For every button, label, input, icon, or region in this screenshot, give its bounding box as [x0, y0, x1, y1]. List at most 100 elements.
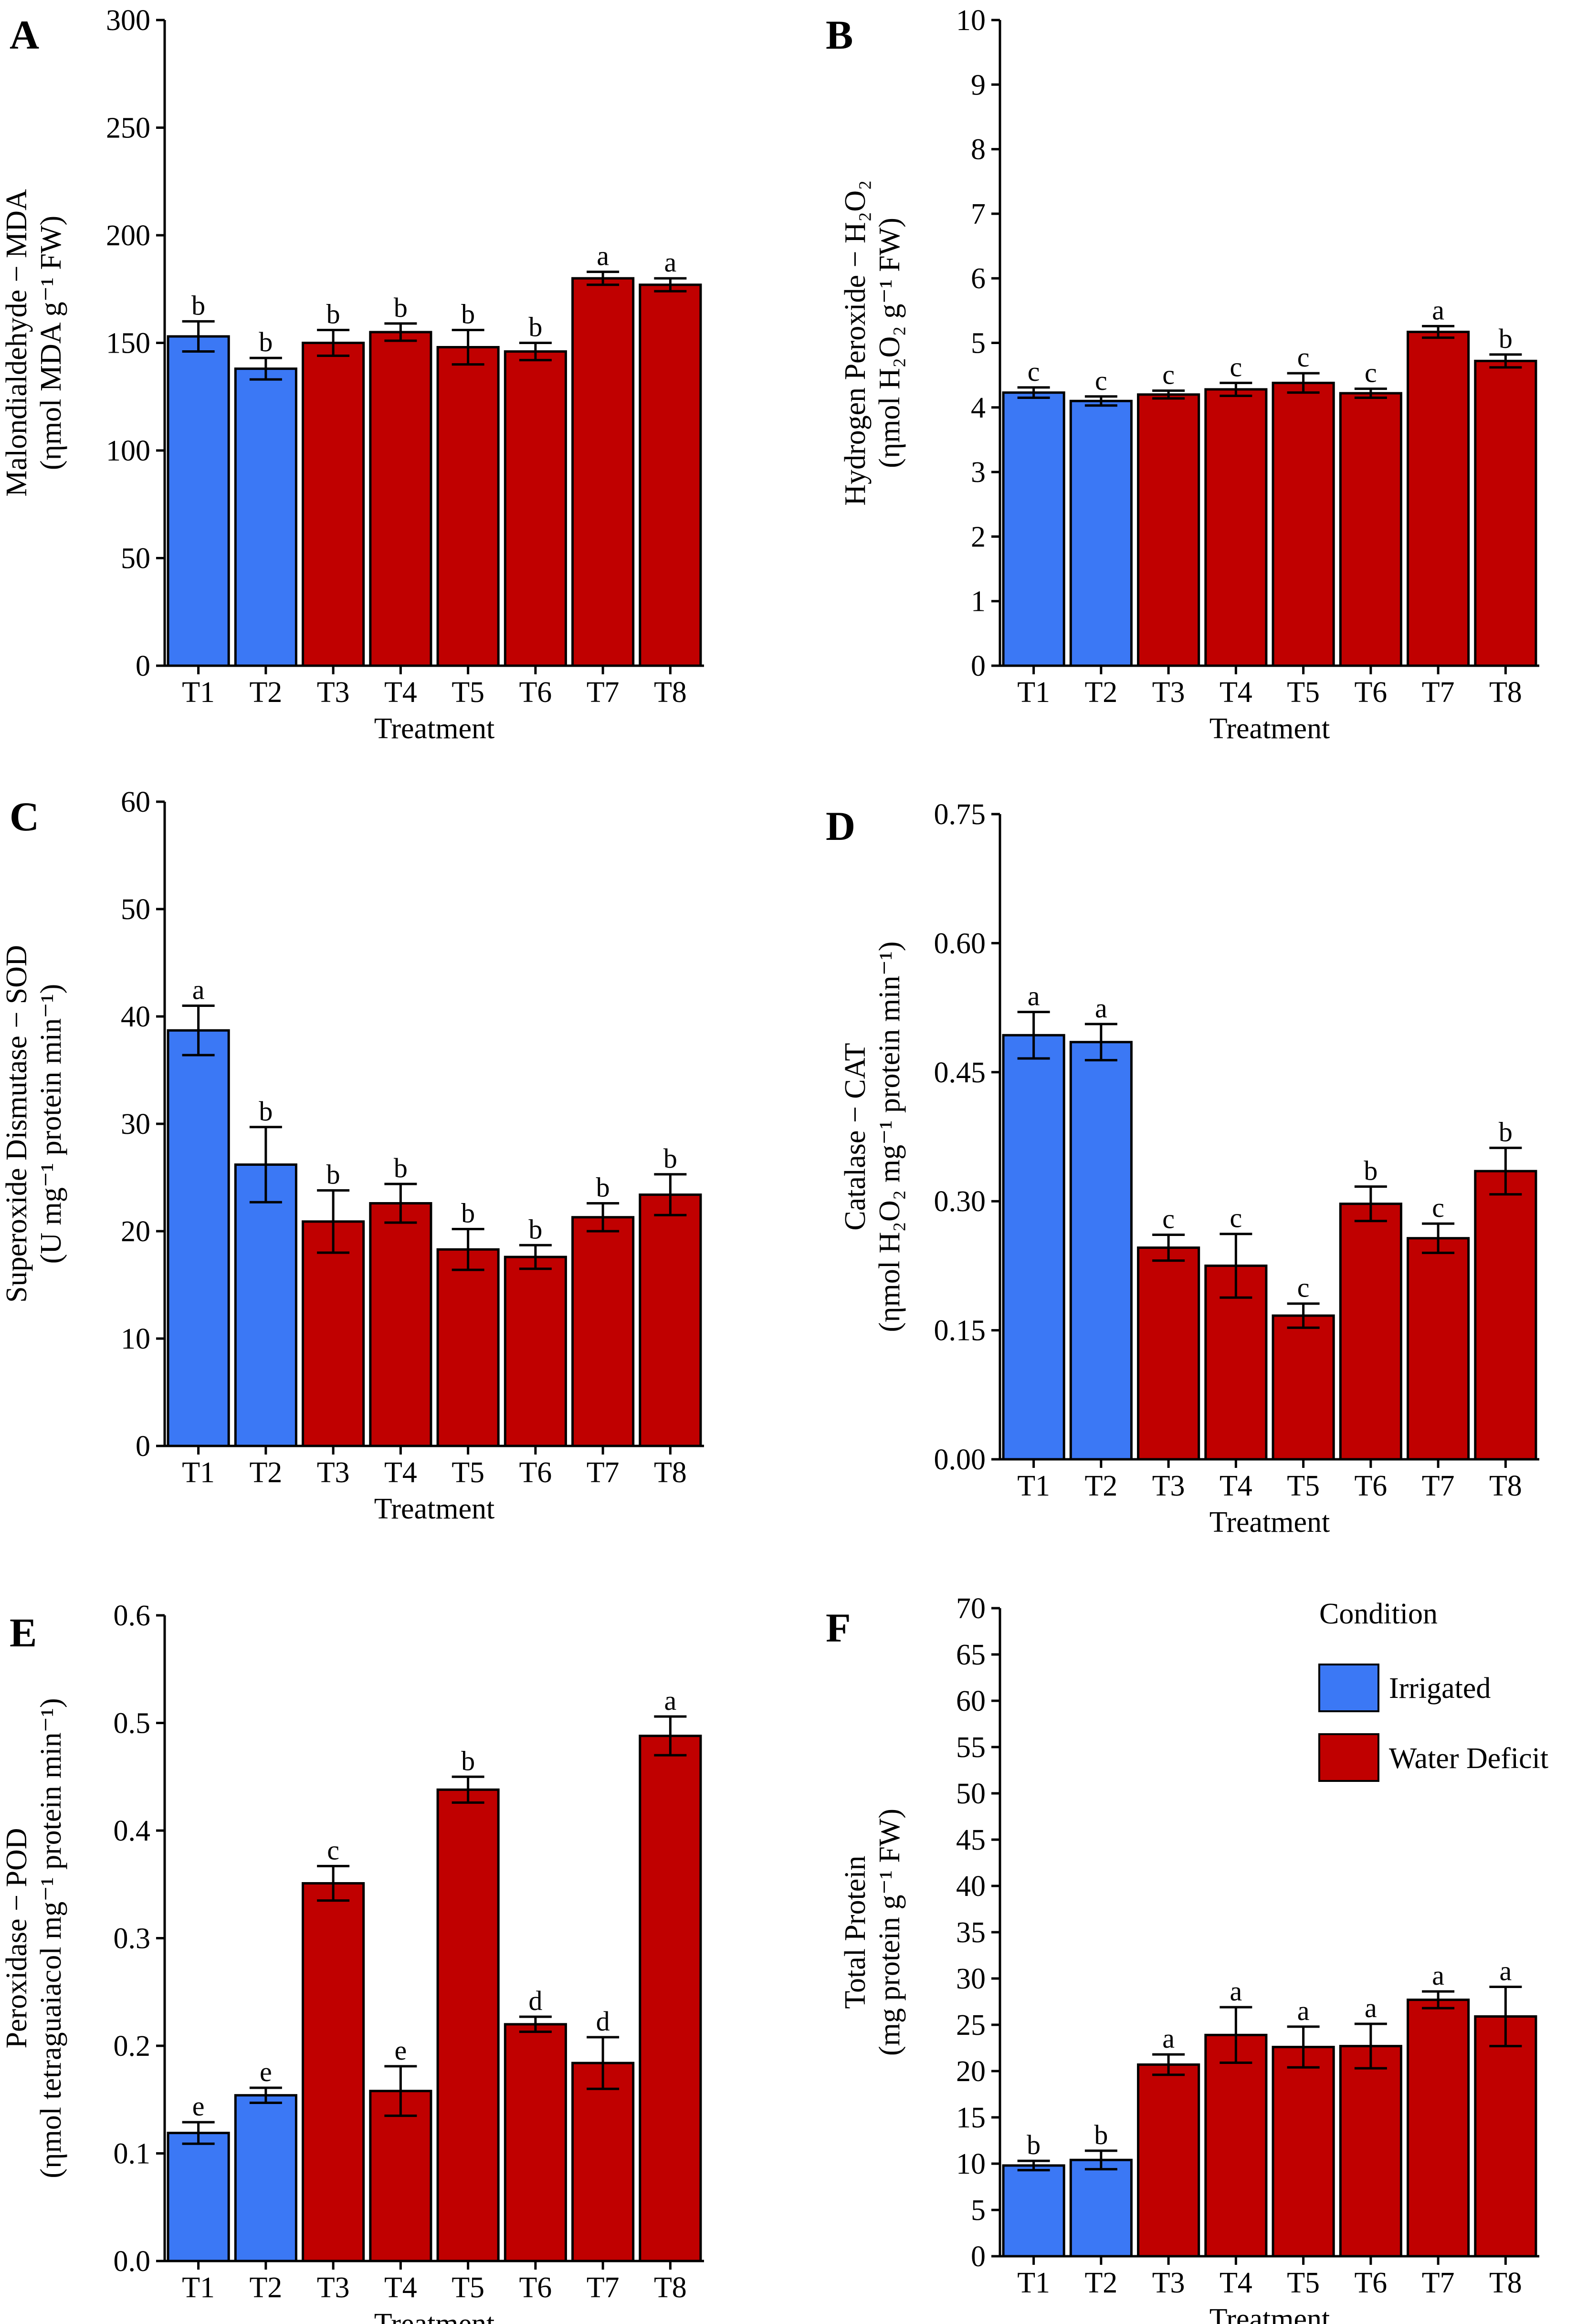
significance-letter: b: [394, 292, 408, 323]
bar-t5: [1272, 1314, 1335, 1461]
x-tick-label: T1: [1017, 1470, 1050, 1502]
x-tick-label: T2: [1084, 676, 1117, 709]
y-tick-label: 0.4: [114, 1815, 151, 1847]
x-tick-label: T5: [452, 1456, 484, 1489]
x-tick-label: T1: [182, 676, 215, 709]
bar-t4: [1204, 2033, 1268, 2258]
x-tick-label: T5: [1287, 1470, 1320, 1502]
y-tick-label: 30: [121, 1108, 150, 1141]
significance-letter: a: [192, 974, 205, 1005]
y-tick-label: 0.1: [114, 2138, 151, 2170]
y-tick-label: 40: [121, 1001, 150, 1033]
y-tick-label: 0.45: [934, 1057, 986, 1089]
significance-letter: d: [528, 1985, 542, 2016]
panel-d: Da T1 a T2 c T3 c T4 c T5 b T6 c T7 b T8 0.00 0.15 0.30 0.4…: [826, 798, 1539, 1539]
significance-letter: e: [260, 2056, 272, 2087]
x-tick-label: T3: [317, 1456, 350, 1489]
x-tick-label: T7: [1422, 676, 1455, 709]
x-tick-label: T5: [452, 2272, 484, 2304]
y-tick-label: 0.75: [934, 798, 986, 831]
bar-t8: [1474, 2015, 1537, 2258]
bar-t2: [234, 1163, 297, 1447]
x-tick-label: T6: [519, 676, 552, 709]
x-tick-label: T1: [1017, 676, 1050, 709]
bar-t6: [504, 350, 567, 667]
y-tick-label: 300: [106, 4, 150, 37]
y-axis-title: Total Protein: [839, 1855, 872, 2009]
significance-letter: e: [192, 2091, 205, 2122]
bar-t6: [1339, 392, 1402, 667]
x-tick-label: T7: [587, 1456, 620, 1489]
y-tick-label: 10: [956, 4, 986, 37]
bar-t1: [167, 2132, 230, 2262]
y-tick-label: 70: [956, 1592, 986, 1625]
y-axis-title: (ηmol MDA g⁻¹ FW): [35, 216, 67, 470]
legend-label-water-deficit: Water Deficit: [1389, 1742, 1548, 1775]
bar-t5: [436, 1248, 500, 1447]
y-tick-label: 60: [121, 786, 150, 818]
significance-letter: a: [597, 241, 609, 272]
x-axis-title: Treatment: [1209, 712, 1330, 745]
bar-t4: [369, 331, 432, 667]
bar-t2: [234, 2094, 297, 2262]
x-axis-title: Treatment: [1209, 2303, 1330, 2324]
y-tick-label: 15: [956, 2102, 986, 2134]
significance-letter: b: [596, 1172, 610, 1203]
significance-letter: a: [1230, 1976, 1242, 2007]
x-tick-label: T4: [1220, 2267, 1252, 2299]
bar-t1: [1002, 1034, 1065, 1461]
bar-t3: [1137, 2063, 1200, 2258]
x-tick-label: T6: [1354, 2267, 1387, 2299]
y-axis-title: (ηmol H₂O₂ mg⁻¹ protein min⁻¹): [873, 942, 906, 1332]
panel-a: Ab T1 b T2 b T3 b T4 b T5 b T6 a T7 a T8 0 50 100 150 200 250…: [0, 4, 704, 745]
significance-letter: a: [664, 247, 677, 278]
significance-letter: b: [461, 298, 475, 329]
bar-t3: [302, 342, 365, 667]
y-tick-label: 0.5: [114, 1707, 151, 1740]
panel-letter: D: [826, 803, 855, 849]
bar-t7: [1407, 1237, 1470, 1461]
significance-letter: c: [1230, 1203, 1242, 1234]
significance-letter: c: [1432, 1192, 1444, 1223]
x-tick-label: T5: [452, 676, 484, 709]
bar-t8: [639, 1735, 702, 2262]
significance-letter: b: [1499, 1116, 1513, 1147]
legend-label-irrigated: Irrigated: [1389, 1672, 1491, 1705]
y-tick-label: 35: [956, 1916, 986, 1949]
bar-t7: [1407, 330, 1470, 667]
y-tick-label: 0: [971, 650, 986, 682]
x-tick-label: T6: [519, 1456, 552, 1489]
y-axis-title: Hydrogen Peroxide − H₂O₂: [839, 180, 872, 506]
y-tick-label: 2: [971, 521, 986, 553]
y-tick-label: 200: [106, 220, 150, 252]
x-tick-label: T4: [384, 2272, 417, 2304]
x-tick-label: T3: [1152, 2267, 1185, 2299]
significance-letter: b: [191, 290, 205, 321]
significance-letter: b: [461, 1198, 475, 1229]
x-tick-label: T5: [1287, 676, 1320, 709]
significance-letter: c: [1162, 359, 1175, 390]
significance-letter: b: [528, 1214, 542, 1245]
x-tick-label: T6: [1354, 1470, 1387, 1502]
y-tick-label: 25: [956, 2009, 986, 2041]
y-tick-label: 150: [106, 327, 150, 360]
bar-t8: [639, 1193, 702, 1447]
y-tick-label: 50: [121, 543, 150, 575]
y-tick-label: 5: [971, 327, 986, 360]
significance-letter: c: [327, 1834, 339, 1865]
bar-t2: [1069, 2158, 1133, 2258]
y-tick-label: 0.15: [934, 1315, 986, 1347]
significance-letter: a: [1500, 1955, 1512, 1986]
x-tick-label: T8: [654, 1456, 687, 1489]
bar-t5: [436, 1788, 500, 2262]
y-tick-label: 0.60: [934, 927, 986, 960]
x-tick-label: T7: [587, 676, 620, 709]
x-tick-label: T2: [249, 676, 282, 709]
y-tick-label: 40: [956, 1870, 986, 1903]
x-tick-label: T5: [1287, 2267, 1320, 2299]
y-axis-title: Peroxidase − POD: [0, 1828, 33, 2048]
panel-letter: A: [10, 12, 39, 58]
significance-letter: a: [1297, 1995, 1310, 2026]
y-tick-label: 0.0: [114, 2245, 151, 2278]
y-axis-title: Catalase − CAT: [839, 1043, 872, 1230]
